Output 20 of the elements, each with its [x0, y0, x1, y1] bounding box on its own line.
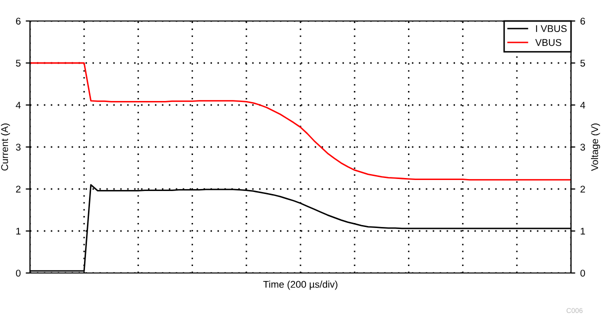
y2-tick-label: 6	[580, 18, 586, 25]
y2-tick-label: 0	[580, 270, 586, 277]
y2-axis-title: Voltage (V)	[590, 124, 600, 172]
legend-label: VBUS	[535, 39, 562, 46]
y-tick-label: 0	[16, 270, 21, 277]
y-axis-title: Current (A)	[0, 124, 10, 171]
line-series	[30, 62, 571, 180]
legend-label: I VBUS	[536, 25, 567, 32]
y-tick-label: 5	[16, 60, 21, 67]
y2-tick-label: 4	[580, 102, 586, 109]
y2-tick-label: 2	[580, 186, 585, 193]
x-axis-title: Time (200 µs/div)	[263, 280, 338, 290]
y2-tick-label: 3	[580, 144, 586, 151]
y-tick-label: 2	[16, 186, 20, 193]
y-tick-label: 6	[16, 18, 21, 25]
y-tick-label: 4	[16, 102, 21, 109]
y2-tick-label: 5	[580, 60, 586, 67]
y2-tick-label: 1	[580, 228, 585, 235]
y-tick-label: 1	[16, 228, 20, 235]
y-tick-label: 3	[16, 144, 21, 151]
